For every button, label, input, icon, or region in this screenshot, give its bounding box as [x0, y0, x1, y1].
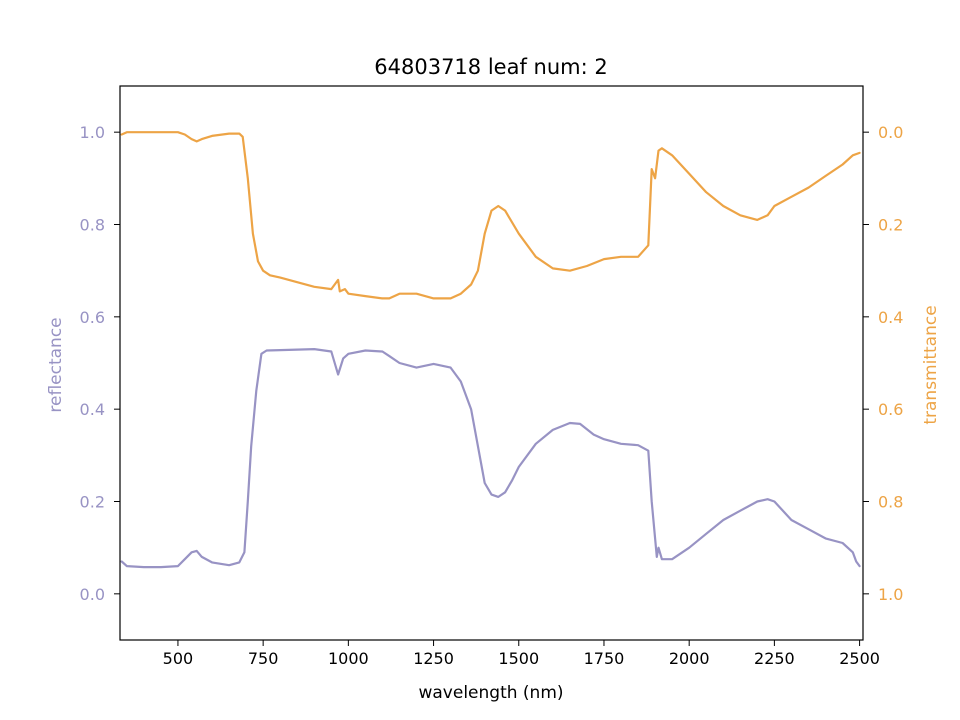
plot-area: [120, 131, 861, 569]
x-axis-label: wavelength (nm): [418, 683, 563, 703]
left-y-tick-label: 0.8: [80, 216, 105, 235]
x-tick-label: 1750: [584, 649, 625, 668]
reflectance-line: [120, 348, 861, 569]
right-y-tick-label: 0.8: [878, 493, 903, 512]
x-tick-label: 2250: [754, 649, 795, 668]
right-y-tick-label: 0.2: [878, 216, 903, 235]
plot-frame: [119, 85, 864, 641]
x-tick-label: 500: [163, 649, 194, 668]
left-y-tick-label: 0.4: [80, 400, 105, 419]
x-tick-label: 1500: [498, 649, 539, 668]
x-tick-label: 1250: [413, 649, 454, 668]
transmittance-line: [120, 131, 861, 300]
left-y-tick-label: 0.0: [80, 585, 105, 604]
right-y-tick-label: 0.4: [878, 308, 903, 327]
right-y-tick-label: 0.0: [878, 123, 903, 142]
x-tick-label: 2000: [669, 649, 710, 668]
x-axis: 500 750 1000 1250 1500 1750 2000 2250 2500: [163, 640, 880, 668]
left-y-tick-label: 0.6: [80, 308, 105, 327]
left-y-axis: 0.0 0.2 0.4 0.6 0.8 1.0: [80, 123, 120, 604]
left-y-axis-label: reflectance: [46, 317, 66, 412]
right-y-tick-label: 0.6: [878, 400, 903, 419]
chart-title: 64803718 leaf num: 2: [374, 55, 607, 79]
right-y-tick-label: 1.0: [878, 585, 903, 604]
right-y-axis-label: transmittance: [921, 305, 941, 424]
left-y-tick-label: 0.2: [80, 493, 105, 512]
left-y-tick-label: 1.0: [80, 123, 105, 142]
x-tick-label: 1000: [328, 649, 369, 668]
right-y-axis: 0.0 0.2 0.4 0.6 0.8 1.0: [863, 123, 903, 604]
x-tick-label: 2500: [839, 649, 880, 668]
x-tick-label: 750: [248, 649, 279, 668]
